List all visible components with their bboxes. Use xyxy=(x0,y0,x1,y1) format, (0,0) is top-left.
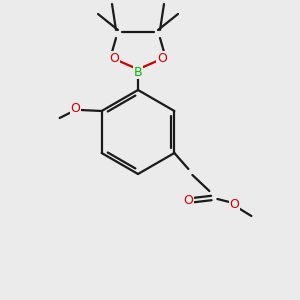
Text: O: O xyxy=(109,52,119,64)
Text: O: O xyxy=(71,103,81,116)
Text: O: O xyxy=(230,199,239,212)
Text: O: O xyxy=(157,52,167,64)
Text: B: B xyxy=(134,65,142,79)
Text: O: O xyxy=(183,194,193,208)
